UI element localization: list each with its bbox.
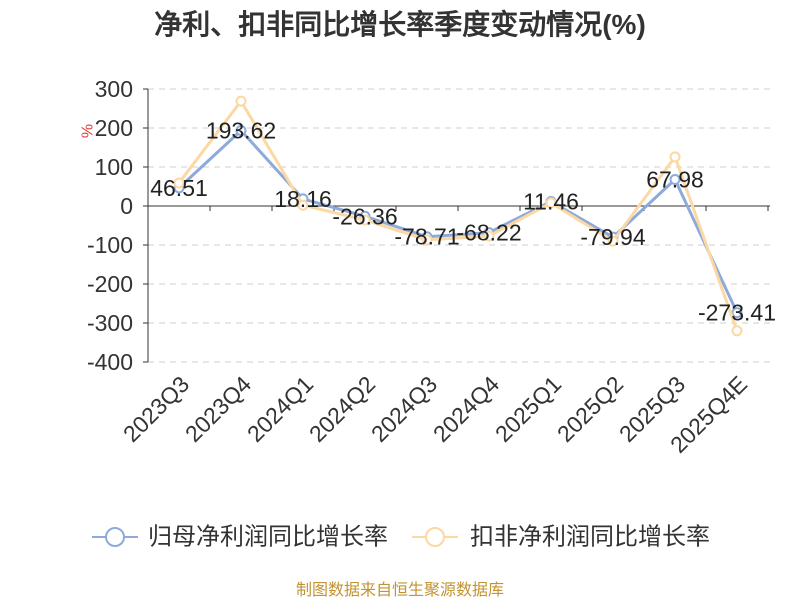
series-line bbox=[177, 99, 739, 333]
source-note: 制图数据来自恒生聚源数据库 bbox=[296, 581, 504, 599]
data-point bbox=[483, 230, 495, 242]
legend-item-series-2[interactable]: 扣非净利润同比增长率 bbox=[412, 524, 710, 551]
legend-circle-icon bbox=[425, 527, 445, 547]
y-tick-label: 200 bbox=[95, 115, 133, 141]
chart-title: 净利、扣非同比增长率季度变动情况(%) bbox=[154, 8, 646, 40]
data-label: -78.71 bbox=[394, 224, 459, 250]
data-point bbox=[297, 199, 309, 211]
x-tick-label: 2025Q1 bbox=[490, 371, 566, 447]
y-tick-label: 100 bbox=[95, 154, 133, 180]
data-point bbox=[235, 95, 247, 107]
data-label: 18.16 bbox=[274, 186, 332, 212]
data-point bbox=[669, 173, 681, 185]
data-point bbox=[173, 177, 185, 189]
data-label: -68.22 bbox=[456, 220, 521, 246]
data-point bbox=[669, 151, 681, 163]
y-tick-label: -100 bbox=[87, 232, 133, 258]
data-point bbox=[421, 234, 433, 246]
x-tick-label: 2023Q3 bbox=[118, 371, 194, 447]
data-label: 67.98 bbox=[646, 166, 704, 192]
y-tick-label: -300 bbox=[87, 310, 133, 336]
legend-circle-icon bbox=[105, 527, 125, 547]
y-axis: 300 200 100 0 -100 -200 -300 -400 bbox=[87, 76, 149, 375]
x-tick-label: 2024Q2 bbox=[304, 371, 380, 447]
data-label: 11.46 bbox=[523, 189, 579, 215]
series-2 bbox=[173, 95, 743, 337]
data-point bbox=[731, 325, 743, 337]
series-group bbox=[173, 95, 743, 337]
y-tick-label: 300 bbox=[95, 76, 133, 102]
x-tick-label: 2024Q3 bbox=[366, 371, 442, 447]
legend-item-series-1[interactable]: 归母净利润同比增长率 bbox=[92, 524, 388, 551]
x-tick-label: 2023Q4 bbox=[180, 371, 256, 447]
data-label: 193.62 bbox=[206, 117, 276, 143]
data-label: 46.51 bbox=[150, 175, 208, 201]
data-point bbox=[607, 235, 619, 247]
data-label: -273.41 bbox=[698, 300, 776, 326]
data-point bbox=[731, 307, 743, 319]
series-line bbox=[177, 129, 739, 315]
y-tick-label: -400 bbox=[87, 349, 133, 375]
y-tick-label: 0 bbox=[120, 193, 133, 219]
data-label: -79.94 bbox=[580, 224, 645, 250]
data-point bbox=[235, 124, 247, 136]
data-point bbox=[359, 214, 371, 226]
data-labels: 46.51193.6218.16-26.36-78.71-68.2211.46-… bbox=[150, 117, 776, 325]
x-tick-label: 2024Q4 bbox=[428, 371, 504, 447]
data-point bbox=[545, 197, 557, 209]
data-label: -26.36 bbox=[332, 203, 397, 229]
x-tick-label: 2025Q2 bbox=[552, 371, 628, 447]
y-tick-label: -200 bbox=[87, 271, 133, 297]
legend-label: 扣非净利润同比增长率 bbox=[470, 524, 710, 551]
legend-label: 归母净利润同比增长率 bbox=[148, 524, 388, 551]
y-axis-name: % bbox=[80, 124, 97, 138]
x-tick-label: 2024Q1 bbox=[242, 371, 318, 447]
